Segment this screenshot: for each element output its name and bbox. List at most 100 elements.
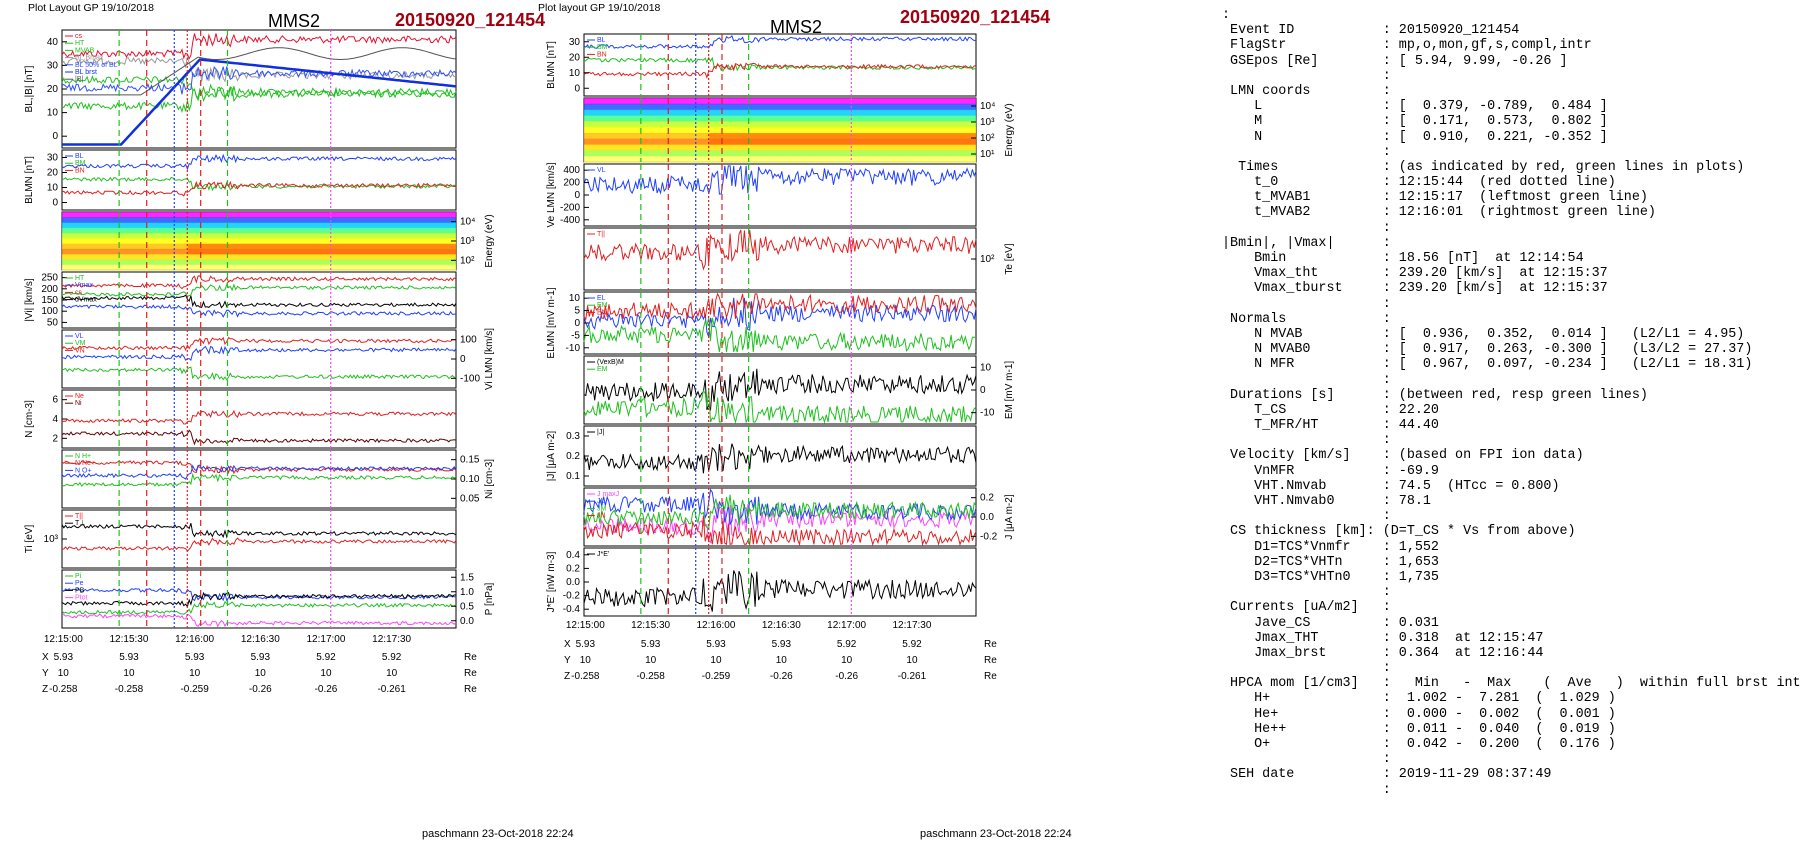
mid-pos-value: -0.261 [898, 671, 927, 682]
left-ylabel: Vi LMN [km/s] [484, 328, 495, 390]
left-trace [61, 472, 457, 488]
left-pos-unit: Re [464, 684, 477, 695]
mid-pos-value: -0.258 [636, 671, 665, 682]
left-trace [61, 464, 457, 480]
left-tick-label: 30 [47, 153, 59, 164]
left-legend-label: Ptot [75, 595, 88, 602]
left-plot-header: Plot Layout GP 19/10/2018 [28, 2, 154, 14]
mid-pos-value: 5.93 [772, 639, 792, 650]
left-pos-value: 5.93 [185, 652, 205, 663]
mid-tick-label: -0.2 [980, 531, 998, 542]
left-trace [61, 600, 457, 615]
left-pos-unit: Re [464, 652, 477, 663]
summary-line: Velocity [km/s] : (based on FPI ion data… [1222, 448, 1584, 464]
summary-line: : [1222, 372, 1391, 388]
left-tick-label: 10 [47, 108, 59, 119]
left-ylabel: N [cm-3] [24, 400, 35, 438]
mid-pos-value: 10 [580, 655, 592, 666]
summary-line: t_MVAB2 : 12:16:01 (rightmost green line… [1222, 205, 1656, 221]
mid-pos-label: Y [564, 655, 571, 666]
left-pos-value: 10 [320, 668, 332, 679]
mid-spectrogram-band [584, 156, 976, 163]
left-panel-frame [61, 569, 457, 629]
left-legend-label: cs [75, 33, 83, 40]
left-legend-label: Pe [75, 580, 84, 587]
left-ylabel: |Vi| [km/s] [24, 278, 35, 322]
left-tick-label: 0 [52, 131, 58, 142]
summary-line: Jave_CS : 0.031 [1222, 615, 1439, 631]
mid-tick-label: 0.1 [566, 471, 580, 482]
mid-legend-label: BM [597, 44, 608, 51]
left-trace [61, 294, 457, 309]
left-legend-label: VL [75, 333, 84, 340]
left-tick-label: 0.0 [460, 616, 474, 627]
left-trace [62, 58, 457, 146]
mid-pos-label: X [564, 639, 571, 650]
left-spectrogram-hot [188, 243, 456, 255]
mid-tick-label: 0 [574, 83, 580, 94]
summary-line: Vmax_tburst : 239.20 [km/s] at 12:15:37 [1222, 281, 1608, 297]
mid-time-tick: 12:15:00 [566, 620, 605, 631]
left-trace [61, 336, 457, 352]
left-pos-label: Y [42, 668, 49, 679]
left-legend-label: BM [75, 160, 86, 167]
mid-pos-value: 5.93 [576, 639, 596, 650]
left-pos-value: 10 [386, 668, 398, 679]
mid-tick-label: 10⁴ [980, 101, 995, 112]
left-tick-label: 100 [41, 306, 58, 317]
summary-line: LMN coords : [1222, 83, 1391, 99]
mid-trace [583, 35, 977, 49]
left-time-tick: 12:16:00 [175, 634, 214, 645]
left-time-tick: 12:15:00 [44, 634, 83, 645]
left-spectrogram-band [62, 217, 456, 224]
mid-tick-label: 10³ [980, 117, 995, 128]
summary-line: Jmax_THT : 0.318 at 12:15:47 [1222, 630, 1544, 646]
left-ylabel: BLMN [nT] [24, 156, 35, 204]
left-legend-label: VN [75, 347, 85, 354]
left-spectrogram-band [62, 264, 456, 271]
summary-line: : [1222, 509, 1391, 525]
left-tick-label: 0.5 [460, 601, 474, 612]
left-pos-label: Z [42, 684, 48, 695]
left-panel-2: 10⁴ 10³ 10² Energy (eV) [61, 211, 495, 271]
left-tick-label: 40 [47, 37, 59, 48]
mid-legend-label: BN [597, 51, 607, 58]
left-tick-label: 0.05 [460, 493, 480, 504]
left-trace [61, 460, 457, 475]
left-pos-value: 10 [58, 668, 70, 679]
left-legend-label: BL,Bmax [75, 55, 104, 62]
left-tick-label: 1.0 [460, 587, 474, 598]
mid-legend-label: J*E' [597, 551, 609, 558]
left-pos-value: 5.92 [382, 652, 402, 663]
mid-spectrogram-band [584, 109, 976, 116]
left-time-tick: 12:17:30 [372, 634, 411, 645]
left-tick-label: 10⁴ [460, 217, 475, 228]
mid-trace [583, 56, 977, 72]
summary-line: Bmin : 18.56 [nT] at 12:14:54 [1222, 251, 1584, 266]
mid-pos-value: -0.26 [835, 671, 858, 682]
left-trace [61, 409, 457, 425]
mid-spectrogram-band [584, 144, 976, 151]
left-ylabel: Energy (eV) [484, 214, 495, 267]
left-tick-label: 0.10 [460, 474, 480, 485]
mid-pos-value: 5.92 [902, 639, 922, 650]
mid-legend-label: T|| [597, 231, 605, 238]
left-plot-event-title: 20150920_121454 [395, 10, 545, 30]
left-trace [62, 47, 457, 96]
mid-plot-event-title: 20150920_121454 [900, 7, 1050, 27]
mid-panel-5: 10 0 -10 EM [mV m-1] (VexB)MEM [583, 355, 1015, 425]
left-legend-label: dVmax [75, 297, 97, 304]
left-tick-label: 20 [47, 168, 59, 179]
left-trace [61, 537, 457, 552]
mid-tick-label: 20 [569, 52, 581, 63]
mid-trace [583, 165, 977, 195]
left-pos-value: 5.93 [119, 652, 139, 663]
mid-trace [583, 62, 977, 80]
left-position-table: X 5.93 5.93 5.93 5.93 5.92 5.92 Re Y 10 10 10 10 10 10… [42, 652, 477, 695]
left-tick-label: 0 [52, 198, 58, 209]
